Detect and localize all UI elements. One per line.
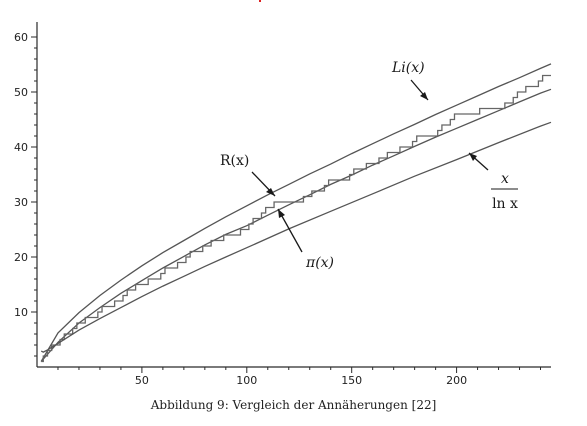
axes	[36, 22, 551, 368]
ticks: 50 100 150 200 10 20 30 40 50 60	[14, 31, 542, 387]
chart-svg: 50 100 150 200 10 20 30 40 50 60 Li(x) R(x) π(x) …	[14, 22, 552, 387]
y-tick-label: 40	[14, 141, 28, 154]
curves	[40, 63, 552, 363]
series-line-xlnx	[40, 121, 552, 353]
annotation-xlnx-arrowhead	[469, 153, 477, 161]
annotation-li-label: Li(x)	[391, 60, 425, 76]
annotation-pi-arrowhead	[278, 209, 285, 218]
annotation-xlnx-numerator: x	[501, 171, 509, 187]
annotation-r-arrowhead	[266, 188, 275, 196]
series-line-rx	[40, 88, 552, 362]
x-tick-label: 150	[341, 374, 362, 387]
annotation-r-label: R(x)	[220, 153, 249, 169]
y-tick-label: 30	[14, 196, 28, 209]
series-line-x	[41, 74, 551, 363]
annotations: Li(x) R(x) π(x) x ln x	[220, 60, 518, 271]
y-tick-label: 10	[14, 306, 28, 319]
y-tick-label: 20	[14, 251, 28, 264]
annotation-li-arrowhead	[420, 92, 428, 100]
red-mark	[259, 0, 261, 2]
series-line-lix	[40, 63, 552, 362]
x-tick-label: 200	[446, 374, 467, 387]
annotation-pi-label: π(x)	[305, 255, 334, 271]
figure-caption: Abbildung 9: Vergleich der Annäherungen …	[150, 398, 437, 412]
x-tick-label: 100	[236, 374, 257, 387]
y-tick-label: 50	[14, 86, 28, 99]
annotation-xlnx-denominator: ln x	[492, 196, 518, 212]
x-tick-label: 50	[135, 374, 149, 387]
y-tick-label: 60	[14, 31, 28, 44]
